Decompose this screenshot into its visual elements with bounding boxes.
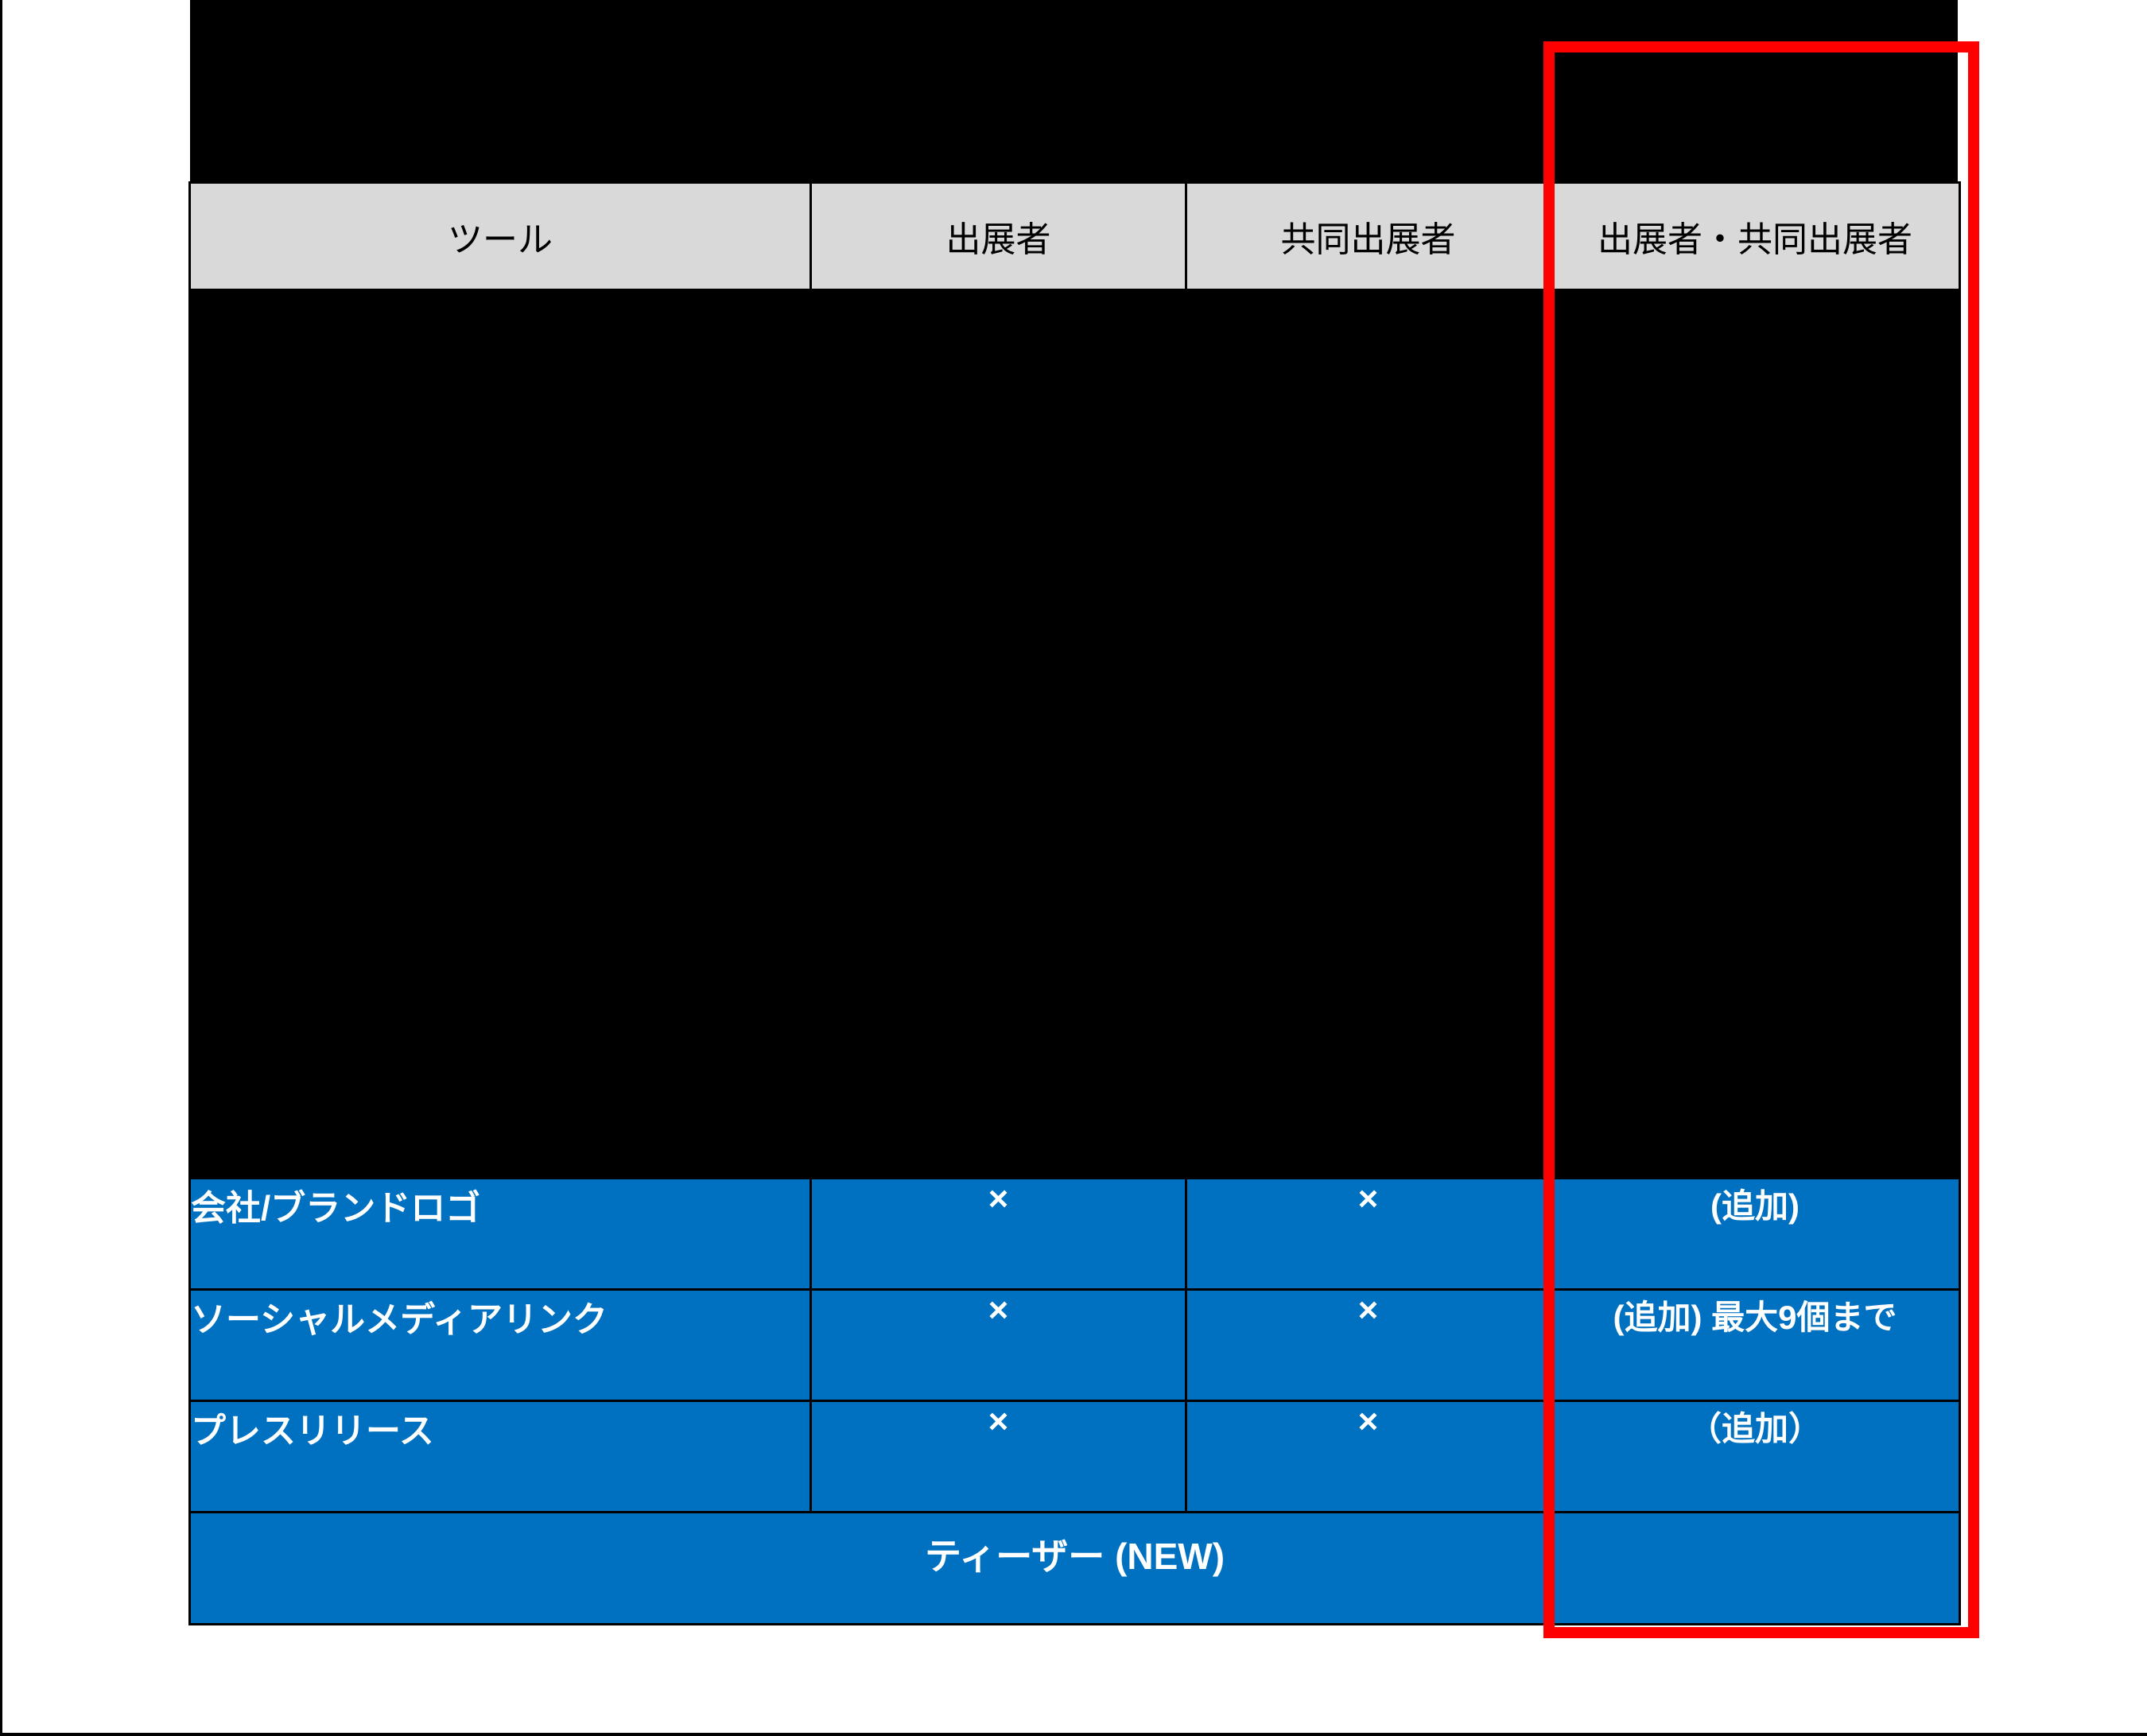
- redacted-body-row: [188, 289, 1961, 1179]
- header-cell-exhibitor: 出展者: [809, 181, 1187, 291]
- table-header-row: ツール 出展者 共同出展者 出展者・共同出展者: [188, 181, 1961, 291]
- table-row: ソーシャルメディアリンク × × (追加) 最大9個まで: [188, 1288, 1961, 1402]
- teaser-row: ティーザー (NEW): [188, 1511, 1961, 1625]
- cell-exhibitor-co-exhibitor-value: (追加) 最大9個まで: [1549, 1288, 1961, 1402]
- header-cell-co-exhibitor: 共同出展者: [1185, 181, 1551, 291]
- cell-co-exhibitor-value: ×: [1185, 1177, 1551, 1291]
- tools-comparison-table: ツール 出展者 共同出展者 出展者・共同出展者 会社/ブランドロゴ × × (追…: [188, 181, 1961, 1625]
- table-row: プレスリリース × × （追加）: [188, 1400, 1961, 1513]
- table-row: 会社/ブランドロゴ × × (追加): [188, 1177, 1961, 1291]
- cell-co-exhibitor-value: ×: [1185, 1288, 1551, 1402]
- redacted-header-block: [190, 0, 1958, 184]
- cell-tool-name: 会社/ブランドロゴ: [188, 1177, 812, 1291]
- cell-co-exhibitor-value: ×: [1185, 1400, 1551, 1513]
- cell-exhibitor-co-exhibitor-value: （追加）: [1549, 1400, 1961, 1513]
- cell-exhibitor-value: ×: [809, 1177, 1187, 1291]
- redacted-rows-block: [188, 289, 1961, 1179]
- page-border-left: [0, 0, 2, 1736]
- cell-exhibitor-value: ×: [809, 1400, 1187, 1513]
- header-cell-exhibitor-co-exhibitor: 出展者・共同出展者: [1549, 181, 1961, 291]
- teaser-row-cell: ティーザー (NEW): [188, 1511, 1961, 1625]
- cell-exhibitor-co-exhibitor-value: (追加): [1549, 1177, 1961, 1291]
- cell-tool-name: ソーシャルメディアリンク: [188, 1288, 812, 1402]
- header-cell-tool: ツール: [188, 181, 812, 291]
- page-border-bottom: [0, 1733, 2147, 1736]
- cell-tool-name: プレスリリース: [188, 1400, 812, 1513]
- cell-exhibitor-value: ×: [809, 1288, 1187, 1402]
